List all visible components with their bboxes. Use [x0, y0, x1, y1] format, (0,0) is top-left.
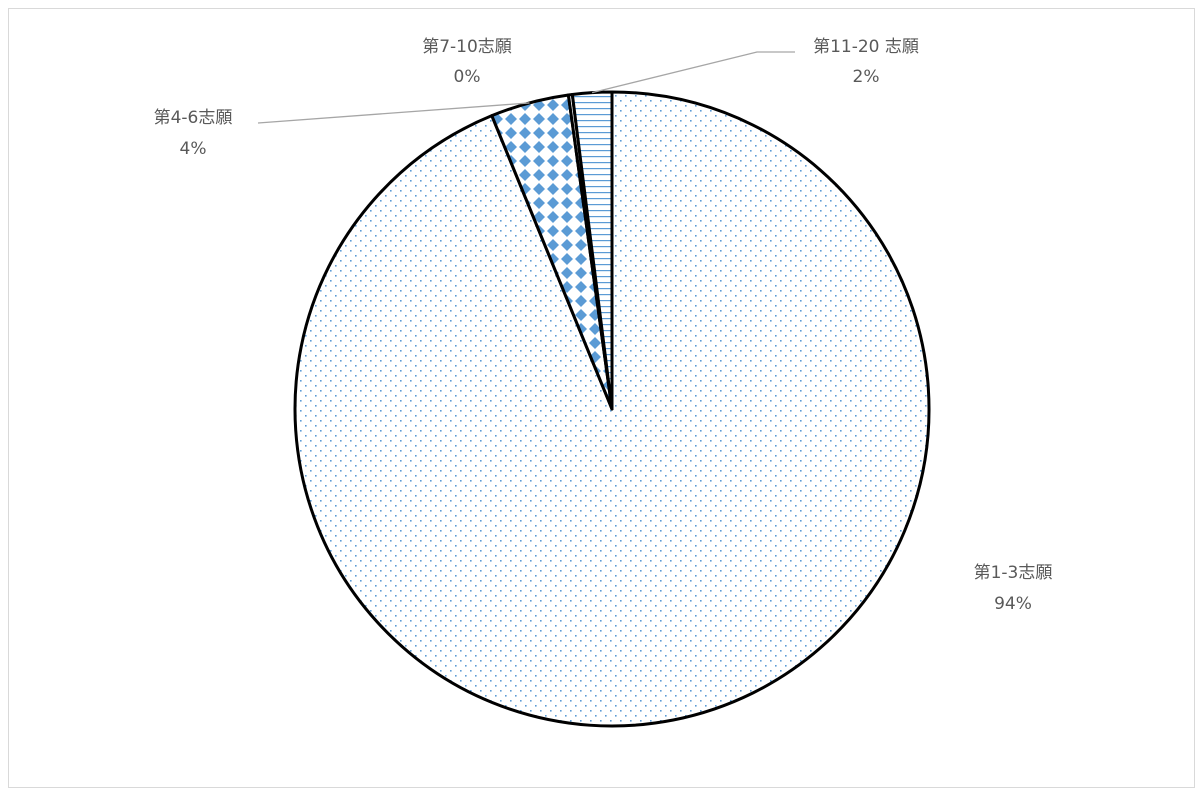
slice-value-label: 2%: [853, 67, 880, 87]
slice-value-label: 94%: [994, 594, 1032, 614]
leader-line: [591, 51, 795, 94]
leader-line: [257, 102, 530, 124]
slice-label: 第4-6志願: [154, 108, 233, 128]
slice-label: 第7-10志願: [422, 37, 512, 57]
slice-value-label: 0%: [454, 67, 481, 87]
slice-label: 第11-20 志願: [813, 37, 919, 57]
slice-label: 第1-3志願: [974, 563, 1053, 583]
pie-slice: [570, 90, 614, 411]
slice-value-label: 4%: [180, 139, 207, 159]
